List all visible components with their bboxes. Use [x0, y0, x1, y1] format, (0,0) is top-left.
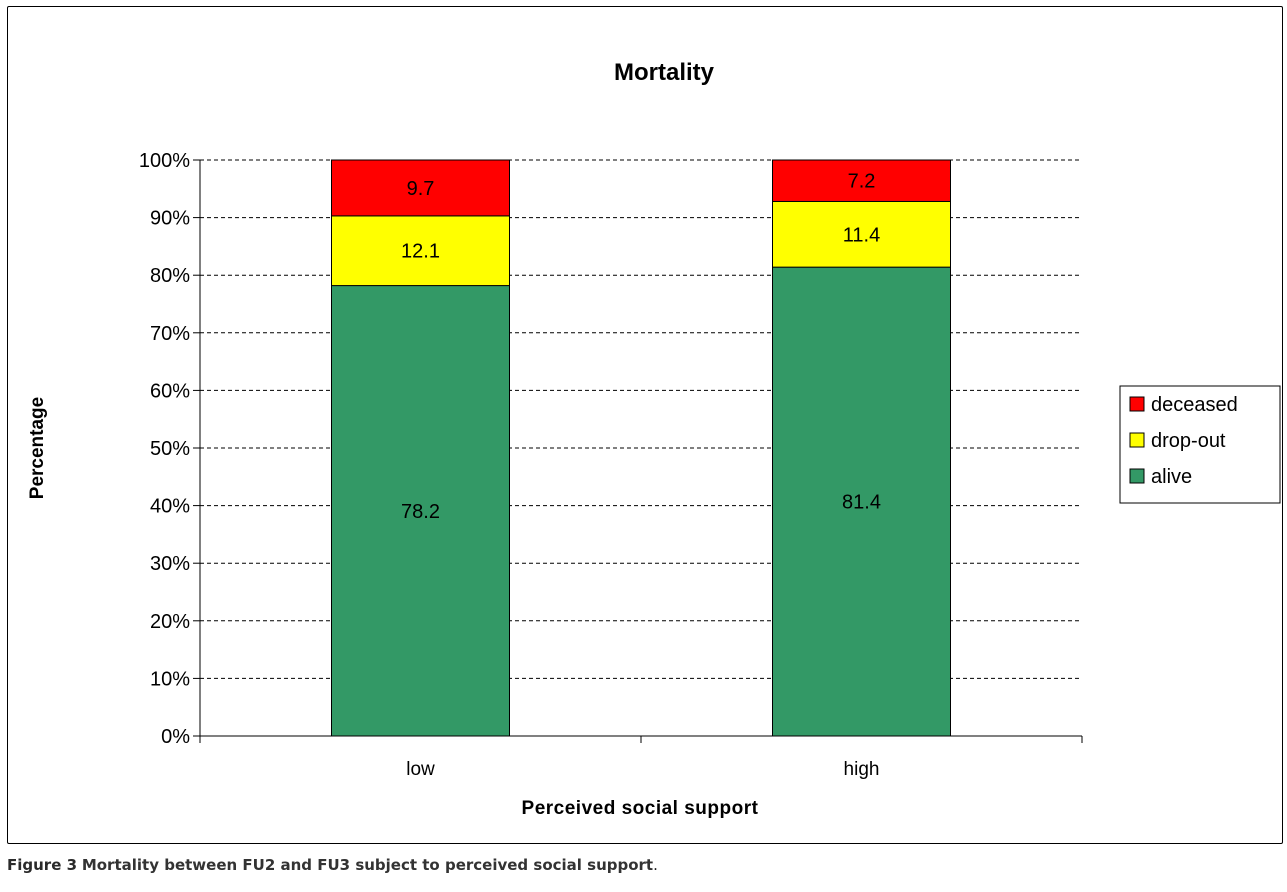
y-tick-label: 60% — [150, 380, 190, 402]
data-label: 81.4 — [842, 492, 881, 514]
legend-label: deceased — [1151, 394, 1238, 416]
y-tick-label: 30% — [150, 553, 190, 575]
bar-segment-alive — [772, 266, 951, 737]
legend-swatch-deceased — [1129, 396, 1145, 412]
y-tick-label: 50% — [150, 438, 190, 460]
data-label: 78.2 — [401, 501, 440, 523]
data-label: 9.7 — [407, 178, 435, 200]
figure-label: Figure 3 — [7, 856, 78, 874]
chart-title: Mortality — [614, 59, 715, 86]
y-tick-label: 100% — [139, 150, 190, 172]
figure-caption: Figure 3 Mortality between FU2 and FU3 s… — [7, 856, 658, 874]
y-tick-label: 10% — [150, 668, 190, 690]
bar-segment-drop-out — [772, 200, 951, 268]
bar-segment-alive — [331, 285, 510, 737]
legend: deceased drop-out alive — [1119, 385, 1281, 504]
bar-segment-deceased — [772, 159, 951, 202]
x-axis-label: Perceived social support — [522, 798, 759, 819]
bar-segment-drop-out — [331, 215, 510, 287]
data-label: 12.1 — [401, 241, 440, 263]
y-axis-label: Percentage — [27, 397, 48, 499]
y-tick-label: 70% — [150, 323, 190, 345]
y-tick-label: 0% — [161, 726, 190, 748]
y-tick-label: 40% — [150, 496, 190, 518]
legend-label: alive — [1151, 466, 1192, 488]
chart-frame — [7, 6, 1283, 844]
legend-swatch-alive — [1129, 468, 1145, 484]
axes: 0% 10% 20% 30% 40% 50% 60% 70% 80% 90% 100% low high — [139, 150, 1083, 780]
caption-text: Mortality between FU2 and FU3 subject to… — [81, 856, 654, 874]
y-tick-label: 20% — [150, 611, 190, 633]
x-tick-label: high — [844, 759, 880, 780]
legend-swatch-drop-out — [1129, 432, 1145, 448]
y-tick-label: 80% — [150, 265, 190, 287]
data-label: 7.2 — [848, 171, 876, 193]
y-tick-label: 90% — [150, 208, 190, 230]
caption-end: . — [653, 856, 658, 874]
legend-box — [1119, 385, 1281, 504]
data-label: 11.4 — [843, 224, 880, 246]
bars: 78.2 12.1 9.7 81.4 11.4 7.2 — [331, 159, 951, 737]
bar-segment-deceased — [331, 159, 510, 217]
legend-label: drop-out — [1151, 430, 1226, 452]
x-tick-label: low — [406, 759, 435, 780]
